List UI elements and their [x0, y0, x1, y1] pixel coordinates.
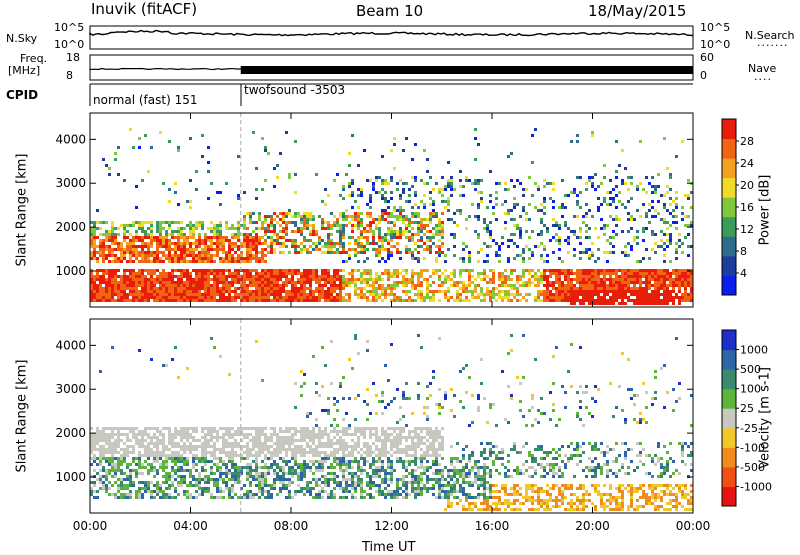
nsky-tick-top: 10^5	[54, 22, 84, 33]
colorbar-segment	[722, 236, 736, 256]
colorbar-tick-label: -1000	[740, 480, 772, 493]
colorbar-tick-label: 25	[740, 402, 754, 415]
colorbar-segment	[722, 330, 736, 350]
colorbar-segment	[722, 447, 736, 467]
colorbar-segment	[722, 217, 736, 237]
ytick-label: 1000	[55, 264, 86, 278]
colorbar-segment	[722, 275, 736, 295]
colorbar-tick-label: 4	[740, 267, 747, 280]
cpid-mode-1: normal (fast) 151	[93, 94, 197, 106]
colorbar-segment	[722, 197, 736, 217]
nsky-label: N.Sky	[6, 33, 37, 44]
nsearch-legend-dots: ·······	[757, 40, 788, 51]
colorbar-segment	[722, 139, 736, 159]
colorbar-tick-label: 28	[740, 135, 754, 148]
colorbar-segment	[722, 467, 736, 487]
xtick-label: 08:00	[274, 519, 309, 533]
freq-tick-bottom: 8	[66, 70, 73, 81]
station-title: Inuvik (fitACF)	[91, 2, 197, 17]
ytick-label: 3000	[55, 176, 86, 190]
colorbar-tick-label: -25	[740, 422, 758, 435]
nave-tick-top: 60	[700, 52, 714, 63]
ytick-label: 2000	[55, 426, 86, 440]
xtick-label: 16:00	[475, 519, 510, 533]
colorbar-segment	[722, 408, 736, 428]
power-ylabel: Slant Range [km]	[16, 154, 29, 267]
colorbar-segment	[722, 428, 736, 448]
power-heatmap	[90, 113, 693, 307]
colorbar-segment	[722, 178, 736, 198]
x-axis-label: Time UT	[362, 541, 415, 554]
xtick-label: 04:00	[173, 519, 208, 533]
colorbar-segment	[722, 389, 736, 409]
colorbar-segment	[722, 256, 736, 276]
freq-label: Freq.	[20, 53, 47, 64]
colorbar-segment	[722, 119, 736, 139]
ytick-label: 4000	[55, 132, 86, 146]
nave-trace	[241, 66, 693, 74]
colorbar-tick-label: 16	[740, 201, 754, 214]
nsky-panel-frame	[90, 26, 693, 49]
nsearch-tick-bottom: 10^0	[700, 39, 730, 50]
colorbar-tick-label: 12	[740, 223, 754, 236]
colorbar-tick-label: 1000	[740, 344, 768, 357]
cpid-label: CPID	[6, 89, 38, 101]
freq-tick-top: 18	[66, 52, 80, 63]
nave-legend-dots: ····	[754, 74, 772, 85]
nave-tick-bottom: 0	[700, 70, 707, 81]
power-colorbar-label: Power [dB]	[759, 175, 772, 246]
ytick-label: 2000	[55, 220, 86, 234]
colorbar-segment	[722, 369, 736, 389]
nsky-tick-bottom: 10^0	[54, 39, 84, 50]
nsky-trace	[90, 31, 693, 36]
colorbar-segment	[722, 486, 736, 506]
cpid-mode-2: twofsound -3503	[244, 84, 345, 96]
ytick-label: 1000	[55, 470, 86, 484]
ytick-label: 3000	[55, 382, 86, 396]
xtick-label: 20:00	[575, 519, 610, 533]
freq-unit: [MHz]	[8, 65, 40, 76]
xtick-label: 00:00	[676, 519, 711, 533]
colorbar-segment	[722, 158, 736, 178]
xtick-label: 12:00	[374, 519, 409, 533]
colorbar-segment	[722, 350, 736, 370]
ytick-label: 4000	[55, 338, 86, 352]
colorbar-tick-label: 8	[740, 245, 747, 258]
colorbar-tick-label: 24	[740, 157, 754, 170]
xtick-label: 00:00	[73, 519, 108, 533]
velocity-colorbar-label: Velocity [m s-1]	[759, 367, 772, 469]
velocity-ylabel: Slant Range [km]	[16, 360, 29, 473]
beam-title: Beam 10	[356, 4, 423, 19]
nsearch-tick-top: 10^5	[700, 22, 730, 33]
colorbar-tick-label: 20	[740, 179, 754, 192]
date-title: 18/May/2015	[588, 4, 686, 19]
velocity-heatmap	[90, 319, 693, 513]
